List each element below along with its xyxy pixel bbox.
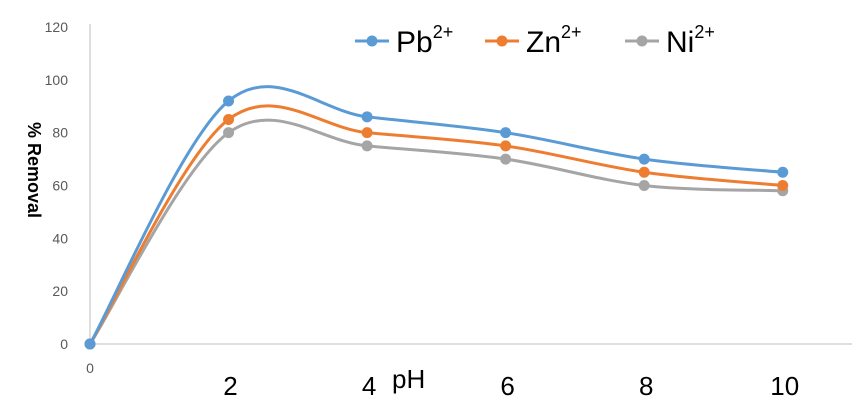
data-point xyxy=(223,113,235,125)
x-tick-label: 6 xyxy=(500,371,514,401)
data-point xyxy=(500,127,512,139)
series-line xyxy=(88,118,785,346)
x-axis-title: pH xyxy=(392,364,425,394)
legend-label: Pb2+ xyxy=(396,22,453,59)
y-axis-title: % Removal xyxy=(24,122,44,218)
x-tick-label: 0 xyxy=(86,360,94,376)
x-tick-label: 10 xyxy=(770,371,799,401)
legend-label-superscript: 2+ xyxy=(433,22,454,42)
series-layer xyxy=(84,85,789,350)
data-point xyxy=(638,166,650,178)
series-ni xyxy=(84,118,789,350)
data-point xyxy=(84,338,96,350)
legend-item-pb: Pb2+ xyxy=(355,22,453,59)
data-point xyxy=(223,127,235,139)
legend-label: Zn2+ xyxy=(526,22,582,59)
series-line xyxy=(88,85,785,346)
y-tick-label: 60 xyxy=(52,178,68,194)
data-point xyxy=(638,180,650,191)
legend-swatch-marker xyxy=(636,35,648,47)
y-tick-label: 120 xyxy=(45,19,69,35)
legend-label: Ni2+ xyxy=(666,22,715,59)
data-point xyxy=(361,127,373,139)
y-axis: 0 20 40 60 80 100 120 xyxy=(45,19,91,352)
x-axis: 0 2 4 6 8 10 xyxy=(86,343,852,401)
data-point xyxy=(500,153,512,165)
y-tick-label: 20 xyxy=(52,283,68,299)
data-point xyxy=(361,140,373,152)
data-point xyxy=(223,95,235,107)
x-tick-label: 4 xyxy=(362,371,376,401)
legend-swatch-marker xyxy=(366,35,378,47)
data-point xyxy=(500,140,512,152)
series-zn xyxy=(84,104,789,350)
x-tick-label: 8 xyxy=(639,371,653,401)
legend-label-superscript: 2+ xyxy=(694,22,715,42)
data-point xyxy=(638,153,650,165)
legend-label-superscript: 2+ xyxy=(561,22,582,42)
y-tick-label: 100 xyxy=(45,72,69,88)
legend-item-zn: Zn2+ xyxy=(485,22,582,59)
series-pb xyxy=(84,85,789,350)
data-point xyxy=(777,180,789,191)
y-tick-label: 0 xyxy=(60,336,68,352)
y-tick-label: 80 xyxy=(52,125,68,141)
x-tick-label: 2 xyxy=(223,371,237,401)
legend-item-ni: Ni2+ xyxy=(625,22,715,59)
data-point xyxy=(361,111,373,123)
y-tick-label: 40 xyxy=(52,230,68,246)
data-point xyxy=(777,166,789,178)
legend: Pb2+ Zn2+ Ni2+ xyxy=(355,22,715,59)
legend-swatch-marker xyxy=(496,35,508,47)
